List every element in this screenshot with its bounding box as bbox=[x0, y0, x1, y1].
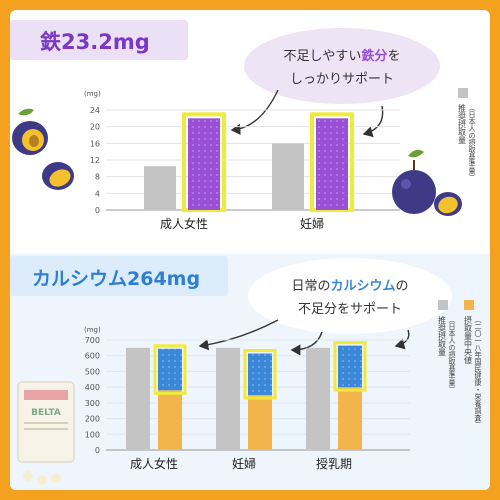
plum-icon-left bbox=[12, 108, 74, 190]
ca-callout-line2: 不足分をサポート bbox=[298, 302, 402, 317]
ca-category-label: 成人女性 bbox=[130, 456, 178, 471]
iron-legend-sub: （日本人の摂取基準量） bbox=[468, 104, 476, 181]
ca-ytick-label: 700 bbox=[85, 336, 100, 345]
iron-legend-label: 推奨摂取量 bbox=[458, 103, 467, 144]
iron-category-label: 妊婦 bbox=[300, 216, 324, 231]
ca-ytick-label: 600 bbox=[85, 352, 100, 361]
ca-arrow-middle bbox=[290, 331, 323, 356]
ca-legend-label-1: 推奨摂取量 bbox=[438, 315, 447, 356]
ca-arrow-left bbox=[198, 319, 279, 351]
ca-title-banner bbox=[10, 256, 228, 296]
ca-bar-highlight bbox=[333, 341, 367, 392]
ca-bar-product bbox=[338, 345, 362, 388]
ca-unit-label: (mg) bbox=[84, 326, 101, 334]
iron-ytick-label: 16 bbox=[90, 139, 100, 148]
ca-legend-label-2: 摂取量中央値 bbox=[464, 315, 473, 365]
ca-category-label: 授乳期 bbox=[316, 456, 352, 471]
iron-legend-swatch bbox=[458, 88, 468, 98]
iron-title: 鉄23.2mg bbox=[40, 30, 150, 54]
iron-callout-line2: しっかりサポート bbox=[290, 72, 394, 87]
ca-ytick-label: 0 bbox=[95, 446, 100, 455]
ca-ytick-label: 400 bbox=[85, 383, 100, 392]
iron-unit-label: (mg) bbox=[84, 90, 101, 98]
iron-title-banner bbox=[10, 20, 188, 60]
ca-ytick-label: 100 bbox=[85, 430, 100, 439]
product-pouch-image: BELTA bbox=[17, 381, 75, 463]
ca-callout-bubble bbox=[248, 258, 452, 334]
ca-title: カルシウム264mg bbox=[32, 268, 200, 290]
infographic-svg: 鉄23.2mg 不足しやすい鉄分を しっかりサポート (mg) 0 4 8 12 16 2… bbox=[10, 20, 490, 490]
iron-callout-line1: 不足しやすい鉄分を bbox=[284, 48, 401, 64]
iron-bar-recommended bbox=[144, 166, 176, 210]
iron-bar-product bbox=[316, 118, 348, 210]
ca-ytick-label: 300 bbox=[85, 399, 100, 408]
iron-ytick-label: 8 bbox=[95, 173, 100, 182]
ca-bar-highlight bbox=[243, 349, 277, 400]
ca-chart: 0 100 200 300 400 500 600 700 成人女性 妊婦 授乳期 bbox=[85, 336, 410, 471]
ca-legend-sub-2: （二〇一八年国民健康・栄養調査） bbox=[474, 316, 482, 428]
plum-icon-right bbox=[392, 149, 462, 216]
iron-bar-product bbox=[188, 118, 220, 210]
ca-bar-recommended bbox=[216, 347, 240, 450]
iron-callout-bubble bbox=[244, 28, 440, 104]
ca-bar-recommended bbox=[306, 347, 330, 450]
ca-ytick-label: 200 bbox=[85, 415, 100, 424]
iron-bar-recommended bbox=[272, 143, 304, 210]
iron-ytick-label: 24 bbox=[90, 106, 100, 115]
iron-ytick-label: 12 bbox=[90, 156, 100, 165]
tablet-dots bbox=[23, 471, 61, 485]
ca-bar-product bbox=[158, 348, 182, 391]
iron-category-label: 成人女性 bbox=[160, 216, 208, 231]
ca-callout-line1: 日常のカルシウムの bbox=[291, 279, 408, 294]
ca-bar-median bbox=[158, 390, 182, 450]
ca-bar-median bbox=[248, 395, 272, 450]
ca-legend-sub-1: （日本人の摂取基準量） bbox=[448, 316, 456, 393]
ca-bar-median bbox=[338, 387, 362, 450]
ca-category-label: 妊婦 bbox=[232, 456, 256, 471]
ca-ytick-label: 500 bbox=[85, 367, 100, 376]
ca-bar-recommended bbox=[126, 347, 150, 450]
ca-bar-product bbox=[248, 353, 272, 395]
product-brand: BELTA bbox=[31, 408, 61, 418]
iron-ytick-label: 20 bbox=[90, 123, 100, 132]
infographic-card: 鉄23.2mg 不足しやすい鉄分を しっかりサポート (mg) 0 4 8 12 16 2… bbox=[10, 10, 490, 490]
iron-ytick-label: 0 bbox=[95, 206, 100, 215]
ca-legend-swatch-2 bbox=[464, 300, 474, 310]
ca-legend-swatch-1 bbox=[438, 300, 448, 310]
iron-ytick-label: 4 bbox=[95, 189, 100, 198]
iron-arrow-left bbox=[230, 89, 279, 135]
ca-bar-highlight bbox=[153, 344, 187, 395]
iron-chart: 0 4 8 12 16 20 24 成人女性 妊婦 bbox=[90, 106, 400, 231]
